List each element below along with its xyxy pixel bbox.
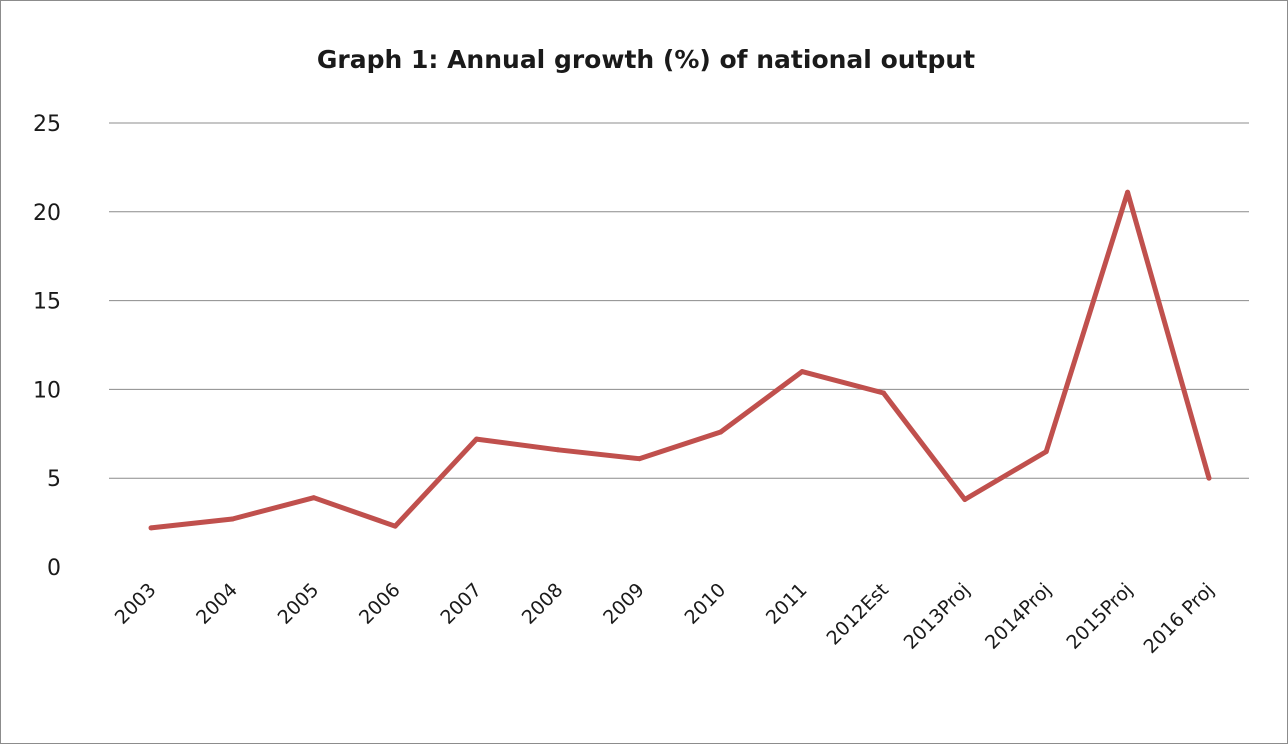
x-category-label: 2015Proj — [1062, 579, 1137, 654]
gridlines — [109, 122, 1249, 479]
y-tick-label: 25 — [33, 112, 61, 137]
y-tick-label: 10 — [33, 378, 61, 403]
data-point — [880, 390, 886, 396]
data-point — [799, 369, 805, 375]
chart-title: Graph 1: Annual growth (%) of national o… — [317, 45, 975, 74]
y-tick-label: 5 — [47, 467, 61, 492]
data-point — [718, 429, 724, 435]
x-category-label: 2012Est — [822, 579, 893, 650]
x-category-label: 2008 — [518, 579, 568, 629]
x-category-label: 2005 — [274, 579, 324, 629]
x-category-label: 2009 — [599, 579, 649, 629]
series-line — [150, 189, 1212, 531]
x-category-label: 2004 — [192, 579, 242, 629]
data-point — [1043, 449, 1049, 455]
x-category-label: 2013Proj — [900, 579, 975, 654]
x-category-label: 2016 Proj — [1139, 579, 1218, 658]
x-category-label: 2007 — [436, 579, 486, 629]
data-point — [148, 525, 154, 531]
data-point — [1125, 189, 1131, 195]
x-category-label: 2006 — [355, 579, 405, 629]
data-point — [474, 436, 480, 442]
x-axis-categories: 2003 2004 2005 2006 2007 2008 2009 2010 2011 2012… — [111, 579, 1219, 658]
data-point — [392, 523, 398, 529]
x-category-label: 2014Proj — [981, 579, 1056, 654]
y-tick-label: 0 — [47, 556, 61, 581]
data-point — [555, 447, 561, 453]
data-point — [1206, 475, 1212, 481]
data-point — [311, 495, 317, 501]
x-category-label: 2010 — [680, 579, 730, 629]
series-layer — [148, 189, 1212, 531]
data-point — [962, 497, 968, 503]
x-category-label: 2011 — [762, 579, 812, 629]
data-point — [636, 456, 642, 462]
x-category-label: 2003 — [111, 579, 161, 629]
y-axis-ticks: 0 5 10 15 20 25 — [33, 112, 61, 581]
data-point — [229, 516, 235, 522]
y-tick-label: 20 — [33, 201, 61, 226]
y-tick-label: 15 — [33, 290, 61, 315]
